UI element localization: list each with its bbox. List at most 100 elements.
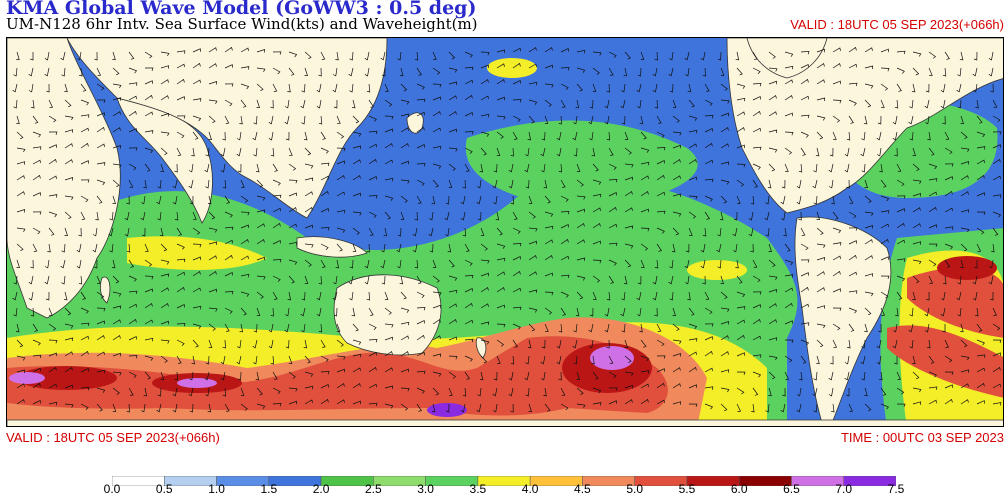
wind-barb bbox=[160, 371, 165, 380]
wind-barb bbox=[240, 99, 247, 108]
wind-barb bbox=[80, 335, 89, 341]
wind-barb bbox=[656, 174, 665, 181]
wind-barb bbox=[48, 115, 57, 123]
wind-barb bbox=[720, 112, 729, 117]
wind-barb bbox=[972, 83, 978, 93]
wind-barb bbox=[781, 179, 786, 189]
wind-barb bbox=[368, 339, 378, 343]
wind-barb bbox=[782, 387, 786, 397]
wind-barb bbox=[432, 304, 441, 309]
wind-barb bbox=[288, 179, 298, 184]
wind-barb bbox=[733, 211, 738, 221]
wind-barb bbox=[720, 291, 728, 300]
wind-barb bbox=[496, 339, 505, 347]
wind-barb bbox=[477, 211, 482, 221]
wind-barb bbox=[13, 99, 18, 109]
wind-barb bbox=[512, 287, 521, 293]
wind-barb bbox=[303, 339, 308, 349]
wind-barb bbox=[222, 179, 227, 189]
wind-barb bbox=[976, 211, 986, 216]
wind-barb bbox=[109, 211, 114, 221]
wind-barb bbox=[800, 114, 810, 119]
wind-barb bbox=[448, 259, 455, 268]
wind-barb bbox=[656, 227, 665, 234]
wind-barb bbox=[672, 159, 681, 165]
wind-barb bbox=[112, 319, 121, 325]
wind-barb bbox=[64, 367, 73, 373]
wind-barb bbox=[256, 239, 265, 245]
wind-barb bbox=[320, 147, 329, 154]
wind-barb bbox=[720, 321, 729, 325]
wind-barb bbox=[832, 131, 837, 140]
wind-barb bbox=[272, 403, 282, 407]
wind-barb bbox=[31, 99, 35, 109]
wind-barb bbox=[432, 111, 441, 117]
wind-barb bbox=[352, 227, 360, 235]
wind-barb bbox=[384, 195, 394, 201]
wind-barb bbox=[176, 339, 185, 346]
wind-barb bbox=[304, 243, 314, 248]
wind-barb bbox=[540, 147, 546, 157]
wind-barb bbox=[892, 115, 898, 125]
wind-barb bbox=[368, 130, 378, 135]
wind-barb bbox=[942, 115, 946, 125]
wind-barb bbox=[669, 291, 674, 301]
wind-barb bbox=[672, 211, 682, 217]
wind-barb bbox=[848, 195, 854, 204]
wind-barb bbox=[880, 275, 890, 280]
wind-barb bbox=[624, 355, 632, 364]
wind-barb bbox=[608, 67, 614, 76]
wind-barb bbox=[624, 259, 632, 268]
wind-barb bbox=[704, 178, 714, 183]
wind-barb bbox=[800, 243, 809, 251]
wind-barb bbox=[608, 355, 614, 364]
wind-barb bbox=[688, 403, 698, 408]
wind-barb bbox=[672, 367, 681, 373]
wind-barb bbox=[416, 403, 422, 412]
wind-barb bbox=[32, 323, 38, 332]
wind-barb bbox=[208, 255, 217, 261]
wind-barb bbox=[64, 83, 68, 93]
wind-barb bbox=[128, 179, 134, 188]
wind-barb bbox=[256, 195, 266, 201]
wind-barb bbox=[432, 371, 442, 377]
wind-barb bbox=[992, 227, 999, 236]
wind-barb bbox=[48, 227, 55, 236]
wind-barb bbox=[784, 287, 793, 293]
wind-barb bbox=[992, 194, 1002, 198]
wind-barb bbox=[848, 254, 857, 261]
wind-barb bbox=[272, 239, 281, 245]
colorbar-tick-label: 0.5 bbox=[155, 482, 173, 496]
wind-barb bbox=[464, 287, 473, 293]
wind-barb bbox=[992, 175, 1001, 181]
wind-barb bbox=[239, 115, 243, 125]
wind-barb bbox=[208, 241, 218, 246]
wind-barb bbox=[960, 115, 964, 124]
wind-barb bbox=[764, 211, 770, 221]
wind-barb bbox=[604, 307, 610, 317]
wind-barb bbox=[624, 339, 628, 348]
wind-barb bbox=[492, 403, 498, 413]
wind-barb bbox=[479, 163, 484, 173]
wind-barb bbox=[832, 255, 841, 261]
wind-barb bbox=[208, 271, 217, 277]
wind-barb bbox=[988, 259, 994, 269]
wind-barb bbox=[992, 366, 1001, 373]
wind-barb bbox=[301, 291, 306, 301]
wind-barb bbox=[252, 131, 258, 141]
wind-barb bbox=[268, 115, 274, 125]
wind-barb bbox=[64, 195, 74, 201]
wind-barb bbox=[688, 366, 697, 373]
init-time-bottom: TIME : 00UTC 03 SEP 2023 bbox=[840, 430, 1004, 445]
land-japan bbox=[406, 112, 424, 134]
wind-barb bbox=[480, 64, 489, 69]
wind-barb bbox=[672, 339, 682, 344]
wind-barb bbox=[768, 95, 777, 101]
wind-barb bbox=[976, 192, 985, 197]
wind-barb bbox=[253, 115, 258, 125]
wind-barb bbox=[909, 339, 914, 349]
wind-barb bbox=[80, 291, 86, 300]
wind-barb bbox=[64, 323, 74, 329]
wind-barb bbox=[256, 256, 265, 261]
wind-barb bbox=[685, 243, 690, 253]
